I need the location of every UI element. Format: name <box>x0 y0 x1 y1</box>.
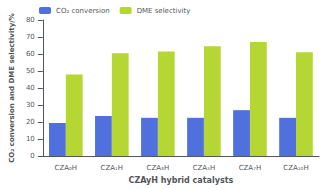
svg-text:CZA₀H: CZA₀H <box>55 164 78 172</box>
svg-text:CO₂ conversion and DME selecti: CO₂ conversion and DME selectivity/% <box>8 13 16 163</box>
svg-text:40: 40 <box>26 84 35 92</box>
svg-text:80: 80 <box>26 16 35 24</box>
svg-text:CZA₁₀H: CZA₁₀H <box>283 164 308 172</box>
svg-text:CZA₇H: CZA₇H <box>239 164 262 172</box>
svg-text:CO₂ conversion: CO₂ conversion <box>56 7 110 15</box>
svg-text:CZA₃H: CZA₃H <box>147 164 170 172</box>
svg-text:CZAyH hybrid catalysts: CZAyH hybrid catalysts <box>129 176 234 185</box>
svg-text:20: 20 <box>26 118 35 126</box>
svg-text:60: 60 <box>26 50 35 58</box>
svg-text:10: 10 <box>26 135 35 143</box>
svg-text:DME selectivity: DME selectivity <box>137 7 191 15</box>
svg-text:0: 0 <box>30 152 34 160</box>
svg-text:30: 30 <box>26 101 35 109</box>
svg-text:CZA₅H: CZA₅H <box>193 164 216 172</box>
svg-text:70: 70 <box>26 33 35 41</box>
svg-text:CZA₁H: CZA₁H <box>101 164 124 172</box>
svg-text:50: 50 <box>26 67 35 75</box>
